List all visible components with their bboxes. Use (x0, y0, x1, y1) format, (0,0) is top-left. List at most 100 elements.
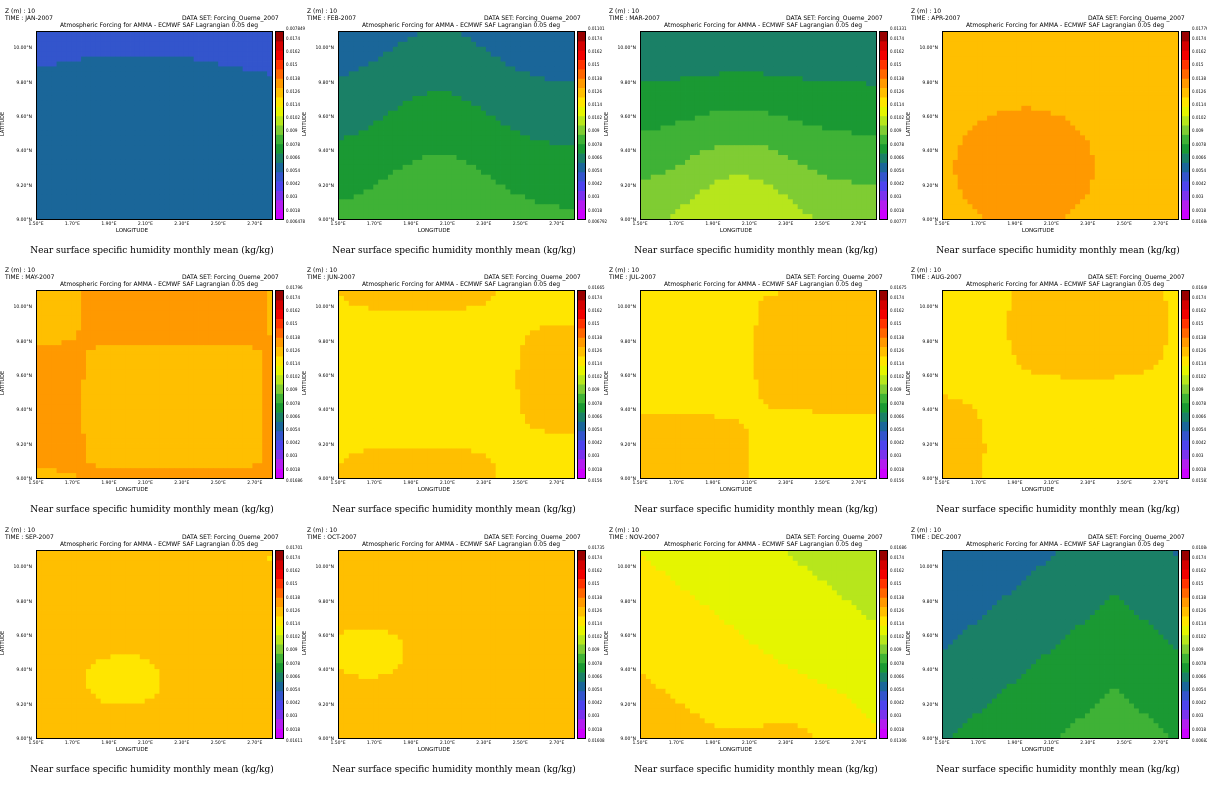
field-cell (248, 106, 253, 111)
field-cell (120, 52, 125, 57)
field-cell (496, 96, 501, 101)
field-cell (155, 106, 160, 111)
field-cell (646, 145, 651, 150)
field-cell (491, 194, 496, 199)
field-cell (812, 76, 817, 81)
field-cell (457, 135, 462, 140)
field-cell (447, 204, 452, 209)
field-cell (194, 96, 199, 101)
field-cell (252, 185, 257, 190)
field-cell (47, 121, 52, 126)
field-cell (388, 130, 393, 135)
field-cell (164, 47, 169, 52)
field-cell (208, 214, 213, 219)
field-cell (76, 37, 81, 42)
field-cell (363, 121, 368, 126)
field-cell (383, 150, 388, 155)
field-cell (535, 165, 540, 170)
field-cell (42, 57, 47, 62)
field-cell (866, 91, 871, 96)
field-cell (135, 52, 140, 57)
field-cell (710, 135, 715, 140)
field-cell (398, 116, 403, 121)
field-cell (71, 86, 76, 91)
field-cell (559, 106, 564, 111)
colorbar-swatch (276, 69, 283, 79)
field-cell (344, 86, 349, 91)
field-cell (486, 165, 491, 170)
field-cell (417, 140, 422, 145)
field-cell (115, 32, 120, 37)
field-cell (842, 81, 847, 86)
field-cell (476, 209, 481, 214)
field-cell (169, 66, 174, 71)
field-cell (408, 101, 413, 106)
field-cell (510, 86, 515, 91)
field-cell (759, 135, 764, 140)
field-cell (408, 204, 413, 209)
field-cell (388, 81, 393, 86)
field-cell (91, 150, 96, 155)
field-cell (354, 42, 359, 47)
field-cell (213, 194, 218, 199)
field-cell (101, 194, 106, 199)
field-cell (540, 199, 545, 204)
field-cell (680, 101, 685, 106)
field-cell (564, 62, 569, 67)
field-cell (61, 91, 66, 96)
field-cell (120, 91, 125, 96)
field-cell (368, 189, 373, 194)
field-cell (832, 135, 837, 140)
field-cell (120, 111, 125, 116)
field-cell (76, 170, 81, 175)
field-cell (184, 111, 189, 116)
field-cell (861, 37, 866, 42)
field-cell (871, 81, 876, 86)
field-cell (665, 71, 670, 76)
field-cell (189, 47, 194, 52)
field-cell (437, 116, 442, 121)
field-cell (412, 135, 417, 140)
field-cell (520, 204, 525, 209)
field-cell (184, 81, 189, 86)
field-cell (243, 135, 248, 140)
field-cell (710, 52, 715, 57)
field-cell (61, 126, 66, 131)
field-cell (871, 106, 876, 111)
field-cell (866, 121, 871, 126)
field-cell (788, 140, 793, 145)
field-cell (373, 126, 378, 131)
field-cell (486, 194, 491, 199)
field-cell (651, 81, 656, 86)
field-cell (798, 130, 803, 135)
field-cell (248, 185, 253, 190)
field-cell (159, 199, 164, 204)
field-cell (96, 204, 101, 209)
colorbar-swatch (276, 60, 283, 70)
field-cell (130, 175, 135, 180)
field-cell (481, 71, 486, 76)
field-cell (61, 62, 66, 67)
field-cell (827, 42, 832, 47)
field-cell (540, 32, 545, 37)
field-cell (641, 76, 646, 81)
field-cell (788, 52, 793, 57)
field-cell (461, 71, 466, 76)
field-cell (510, 150, 515, 155)
field-cell (66, 189, 71, 194)
field-cell (189, 106, 194, 111)
field-cell (155, 91, 160, 96)
field-cell (378, 37, 383, 42)
field-cell (76, 140, 81, 145)
field-cell (471, 101, 476, 106)
field-cell (545, 76, 550, 81)
field-cell (189, 175, 194, 180)
field-cell (81, 199, 86, 204)
field-cell (91, 194, 96, 199)
field-cell (339, 86, 344, 91)
field-cell (496, 194, 501, 199)
field-cell (125, 180, 130, 185)
field-cell (106, 135, 111, 140)
field-cell (339, 170, 344, 175)
field-cell (476, 194, 481, 199)
